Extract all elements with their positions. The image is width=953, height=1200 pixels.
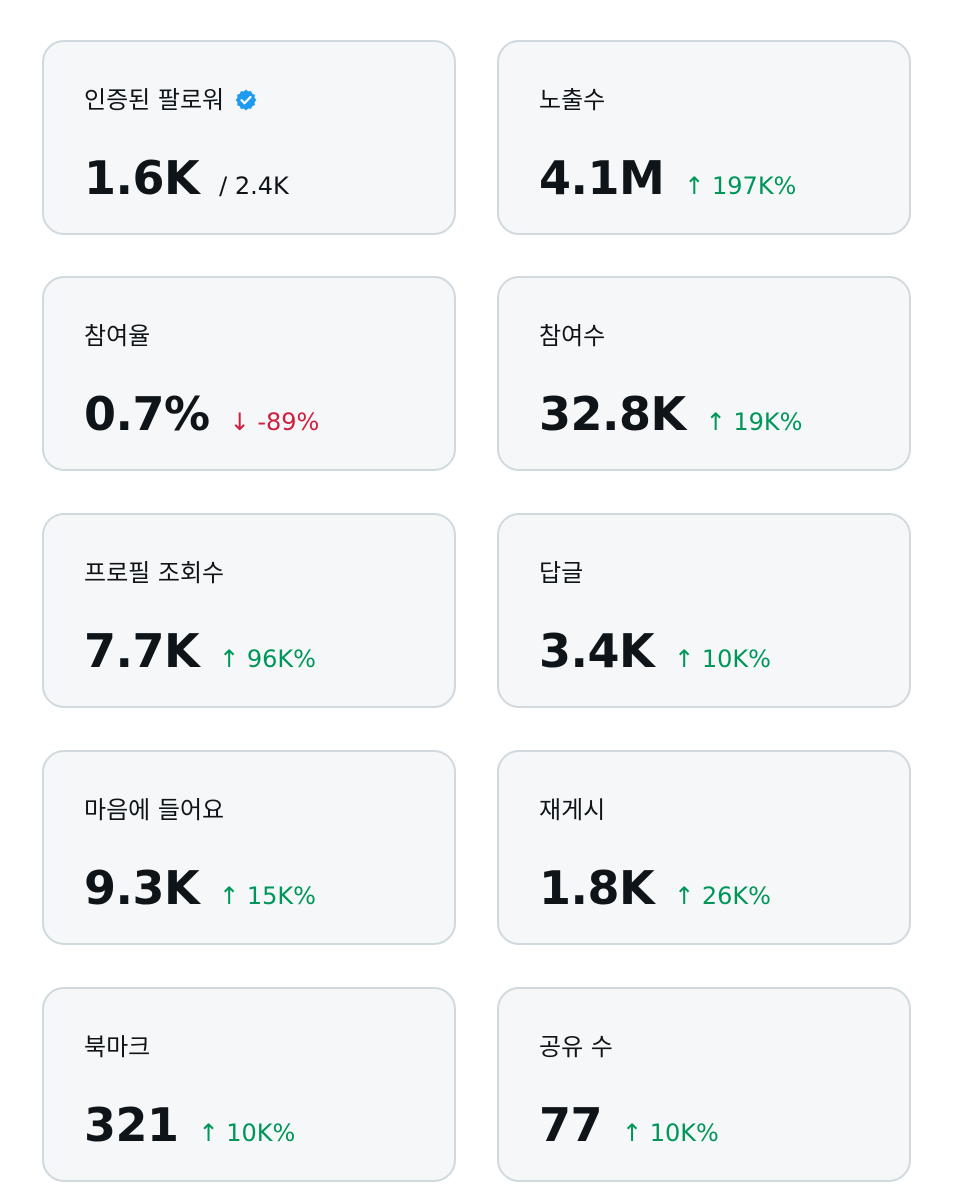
stat-card-likes[interactable]: 마음에 들어요 9.3K ↑ 15K% [42, 750, 456, 945]
stat-value: 1.8K [539, 861, 655, 915]
stat-value-row: 1.8K ↑ 26K% [539, 860, 771, 916]
stat-delta: ↑ 10K% [622, 1119, 719, 1147]
stat-label: 북마크 [84, 1033, 151, 1061]
stat-label: 프로필 조회수 [84, 559, 225, 587]
stat-total: / 2.4K [219, 172, 289, 200]
stat-value: 4.1M [539, 151, 665, 205]
stat-card-verified-followers[interactable]: 인증된 팔로워 1.6K / 2.4K [42, 40, 456, 235]
stat-label: 재게시 [539, 796, 606, 824]
stat-card-shares[interactable]: 공유 수 77 ↑ 10K% [497, 987, 911, 1182]
stat-card-profile-visits[interactable]: 프로필 조회수 7.7K ↑ 96K% [42, 513, 456, 708]
stat-value: 3.4K [539, 624, 655, 678]
stat-value: 0.7% [84, 387, 210, 441]
stat-delta: ↑ 19K% [705, 408, 803, 436]
stat-label: 참여수 [539, 322, 606, 350]
stat-card-engagements[interactable]: 참여수 32.8K ↑ 19K% [497, 276, 911, 471]
stat-value-row: 9.3K ↑ 15K% [84, 860, 316, 916]
stat-value-row: 0.7% ↓ -89% [84, 386, 319, 442]
stat-value-row: 77 ↑ 10K% [539, 1097, 719, 1153]
stat-label-text: 인증된 팔로워 [84, 86, 225, 114]
stat-value-row: 321 ↑ 10K% [84, 1097, 295, 1153]
stat-value-row: 3.4K ↑ 10K% [539, 623, 771, 679]
stat-label: 참여율 [84, 322, 151, 350]
stat-label: 인증된 팔로워 [84, 82, 258, 118]
stat-value-row: 4.1M ↑ 197K% [539, 150, 796, 206]
stat-label: 답글 [539, 559, 584, 587]
stat-label: 공유 수 [539, 1033, 613, 1061]
stat-label: 노출수 [539, 86, 606, 114]
stat-card-replies[interactable]: 답글 3.4K ↑ 10K% [497, 513, 911, 708]
stat-value: 7.7K [84, 624, 200, 678]
stat-delta: ↑ 15K% [219, 882, 316, 910]
stat-delta: ↑ 96K% [219, 645, 316, 673]
stat-delta: ↓ -89% [229, 408, 320, 436]
stat-value-row: 1.6K / 2.4K [84, 150, 289, 206]
stat-delta: ↑ 26K% [674, 882, 771, 910]
stat-value: 9.3K [84, 861, 200, 915]
stat-delta: ↑ 197K% [684, 172, 797, 200]
stat-value: 321 [84, 1098, 179, 1152]
stat-delta: ↑ 10K% [198, 1119, 296, 1147]
stat-value-row: 7.7K ↑ 96K% [84, 623, 316, 679]
stat-card-reposts[interactable]: 재게시 1.8K ↑ 26K% [497, 750, 911, 945]
stat-value: 32.8K [539, 387, 686, 441]
stat-value-row: 32.8K ↑ 19K% [539, 386, 802, 442]
stat-card-impressions[interactable]: 노출수 4.1M ↑ 197K% [497, 40, 911, 235]
stat-value: 1.6K [84, 151, 200, 205]
stat-value: 77 [539, 1098, 603, 1152]
verified-badge-icon [234, 88, 258, 112]
stat-label: 마음에 들어요 [84, 796, 225, 824]
stat-delta: ↑ 10K% [674, 645, 771, 673]
stat-card-bookmarks[interactable]: 북마크 321 ↑ 10K% [42, 987, 456, 1182]
stat-card-engagement-rate[interactable]: 참여율 0.7% ↓ -89% [42, 276, 456, 471]
